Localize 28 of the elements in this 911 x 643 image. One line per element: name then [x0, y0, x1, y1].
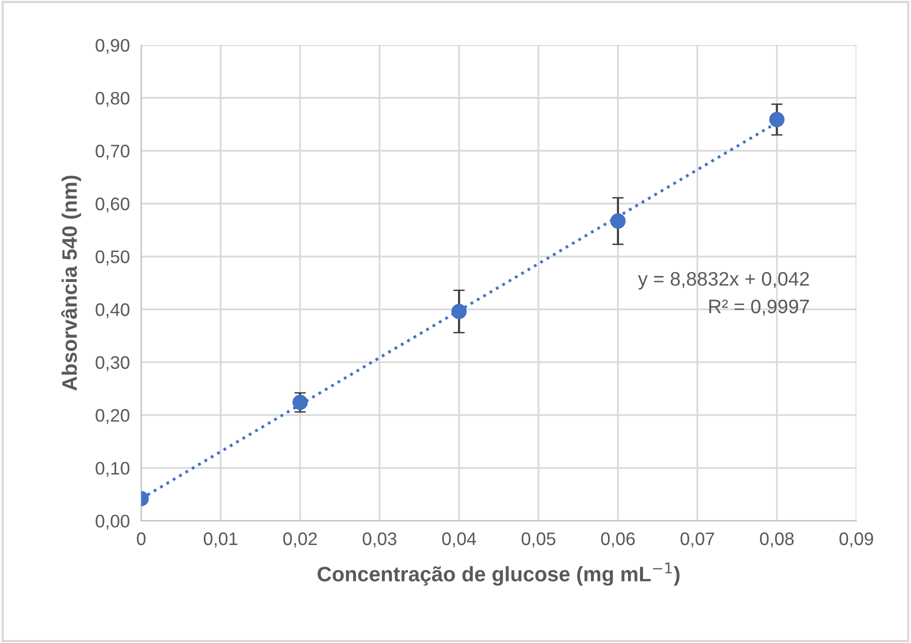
x-tick-label: 0,06: [601, 532, 635, 548]
y-axis-title: Absorvância 540 (nm): [61, 176, 82, 391]
x-tick-label: 0,08: [760, 532, 794, 548]
x-tick-label: 0,04: [442, 532, 476, 548]
point: [451, 304, 467, 320]
point: [769, 112, 785, 128]
y-tick-label: 0,20: [96, 409, 130, 424]
x-tick-label: 0,03: [362, 532, 396, 548]
y-tick-label: 0,90: [96, 38, 130, 54]
annotation: R² = 0,9997: [709, 300, 809, 316]
x-tick-label: 0,05: [522, 532, 556, 548]
y-tick-label: 0,10: [96, 462, 130, 477]
x-axis-title: Concentração de glucose (mg mL$^{−1}$): [318, 562, 680, 586]
y-tick-label: 0,80: [96, 92, 130, 107]
y-tick-label: 0,00: [96, 514, 130, 530]
y-tick-label: 0,60: [96, 198, 130, 212]
x-tick-label: 0,09: [839, 532, 874, 548]
y-tick-label: 0,40: [96, 303, 130, 318]
x-tick-label: 0,07: [680, 532, 714, 548]
point: [292, 394, 308, 410]
y-tick-label: 0,30: [96, 356, 130, 372]
point: [610, 213, 626, 229]
x-tick-label: 0,01: [204, 532, 238, 548]
annotation: y = 8,8832x + 0,042: [638, 272, 809, 290]
x-tick-label: 0,02: [283, 532, 317, 548]
y-tick-label: 0,50: [96, 250, 130, 266]
x-tick-label: 0: [136, 532, 146, 546]
y-tick-label: 0,70: [96, 144, 130, 160]
